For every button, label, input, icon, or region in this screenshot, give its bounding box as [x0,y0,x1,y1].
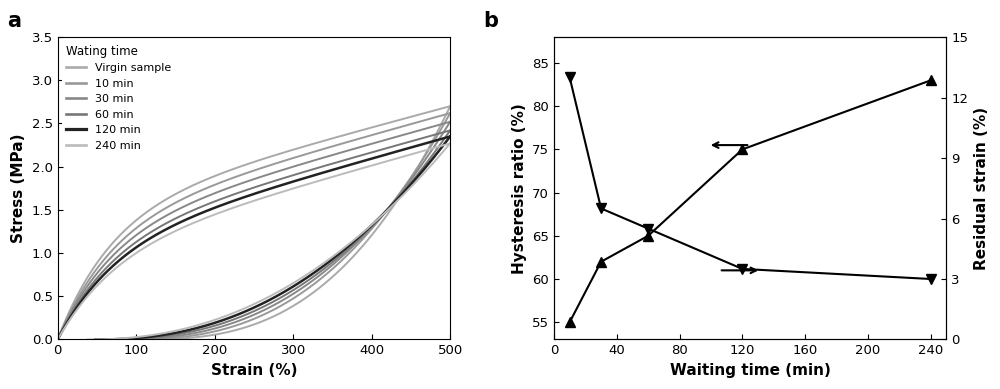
X-axis label: Waiting time (min): Waiting time (min) [670,363,831,378]
Text: b: b [483,11,498,31]
Y-axis label: Stress (MPa): Stress (MPa) [11,133,26,243]
Legend: Virgin sample, 10 min, 30 min, 60 min, 120 min, 240 min: Virgin sample, 10 min, 30 min, 60 min, 1… [62,40,176,155]
Y-axis label: Residual strain (%): Residual strain (%) [974,107,989,270]
Y-axis label: Hysteresis ratio (%): Hysteresis ratio (%) [512,103,527,274]
Text: a: a [7,11,21,31]
X-axis label: Strain (%): Strain (%) [211,363,297,378]
